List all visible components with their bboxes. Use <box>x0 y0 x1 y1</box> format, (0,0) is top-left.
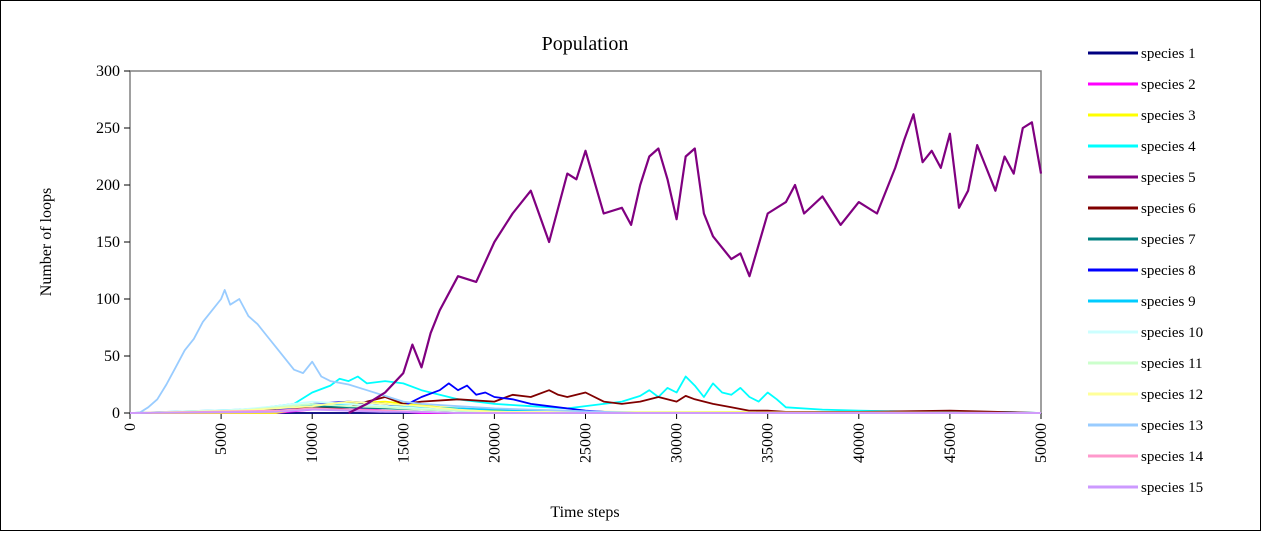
legend-label-7: species 7 <box>1141 232 1196 248</box>
x-tick-label: 15000 <box>395 423 412 463</box>
legend-label-13: species 13 <box>1141 418 1203 434</box>
x-tick-label: 45000 <box>942 423 959 463</box>
legend: species 1 species 2 species 3 species 4 spec… <box>1088 46 1204 496</box>
x-tick-label: 20000 <box>486 423 503 463</box>
x-tick-label: 10000 <box>304 423 321 463</box>
legend-label-15: species 15 <box>1141 480 1203 496</box>
y-tick-label: 250 <box>96 120 120 137</box>
y-tick-label: 0 <box>112 405 120 422</box>
series-line-13 <box>130 288 1041 414</box>
x-tick-label: 35000 <box>760 423 777 463</box>
legend-label-11: species 11 <box>1141 356 1203 372</box>
legend-label-14: species 14 <box>1141 449 1204 465</box>
y-tick-label: 300 <box>96 63 120 80</box>
legend-label-2: species 2 <box>1141 77 1196 93</box>
y-axis-label: Number of loops <box>38 188 55 296</box>
legend-label-1: species 1 <box>1141 46 1196 62</box>
legend-label-6: species 6 <box>1141 201 1196 217</box>
legend-label-3: species 3 <box>1141 108 1196 124</box>
legend-label-5: species 5 <box>1141 170 1196 186</box>
legend-label-8: species 8 <box>1141 263 1196 279</box>
x-tick-label: 25000 <box>578 423 595 463</box>
legend-label-10: species 10 <box>1141 325 1203 341</box>
x-tick-label: 50000 <box>1033 423 1050 463</box>
x-tick-label: 5000 <box>213 423 230 455</box>
series-lines <box>129 113 1043 414</box>
chart-title: Population <box>542 33 629 55</box>
y-tick-label: 150 <box>96 234 120 251</box>
series-line-15 <box>129 408 1041 414</box>
legend-label-4: species 4 <box>1141 139 1196 155</box>
y-tick-label: 100 <box>96 291 120 308</box>
plot-area <box>129 70 1042 414</box>
y-tick-label: 50 <box>104 348 120 365</box>
x-axis-label: Time steps <box>550 504 619 521</box>
axis-ticks: 0 50 100 150 200 250 300 0 5000 10000 15000 20000 25… <box>96 63 1050 463</box>
legend-label-12: species 12 <box>1141 387 1203 403</box>
x-tick-label: 30000 <box>669 423 686 463</box>
y-tick-label: 200 <box>96 177 120 194</box>
series-line-5 <box>348 113 1043 414</box>
x-tick-label: 40000 <box>851 423 868 463</box>
x-tick-label: 0 <box>122 423 139 431</box>
series-line-4 <box>129 375 1042 414</box>
legend-label-9: species 9 <box>1141 294 1196 310</box>
